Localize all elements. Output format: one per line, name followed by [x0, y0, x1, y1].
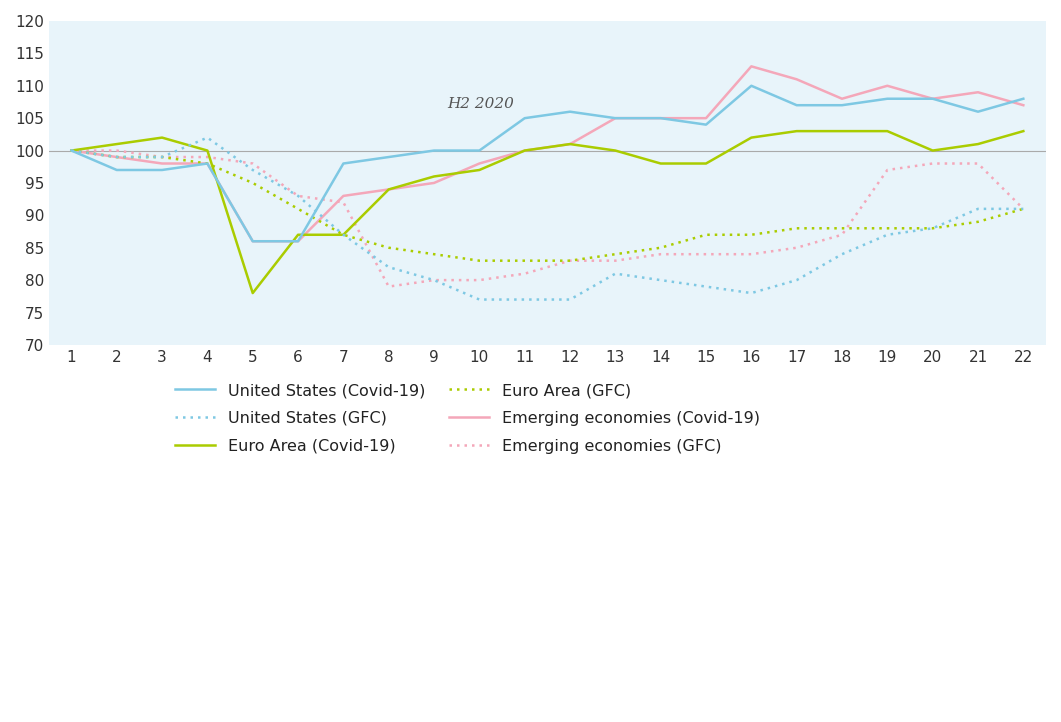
Legend: United States (Covid-19), United States (GFC), Euro Area (Covid-19), Euro Area (: United States (Covid-19), United States … — [169, 377, 766, 460]
Text: H2 2020: H2 2020 — [448, 97, 515, 111]
